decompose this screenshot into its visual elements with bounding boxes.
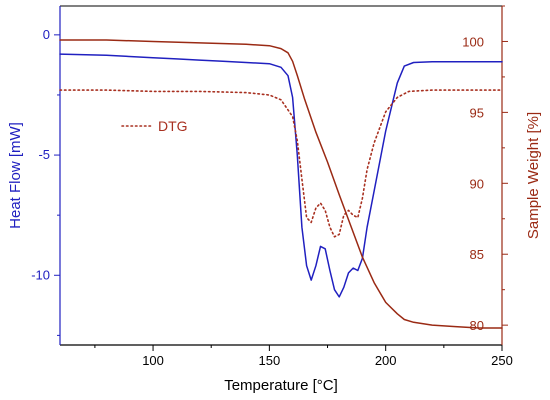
- series-line-sample-weight: [59, 39, 503, 329]
- right-y-axis-title: Sample Weight [%]: [525, 112, 542, 239]
- left-y-tick-label: 0: [43, 27, 50, 42]
- right-y-tick-label: 95: [470, 105, 484, 120]
- right-y-tick-label: 100: [462, 34, 484, 49]
- series-line-dtg: [59, 89, 503, 238]
- x-tick-label: 200: [375, 353, 397, 368]
- left-y-tick-label: -5: [38, 147, 50, 162]
- x-tick-label: 250: [491, 353, 513, 368]
- x-tick-label: 100: [142, 353, 164, 368]
- series-line-heat-flow: [59, 53, 503, 298]
- right-y-tick-label: 80: [470, 318, 484, 333]
- x-axis-title: Temperature [°C]: [224, 377, 338, 394]
- legend-dtg-label: DTG: [158, 118, 188, 134]
- right-y-tick-label: 90: [470, 176, 484, 191]
- left-y-tick-label: -10: [31, 267, 50, 282]
- right-y-tick-label: 85: [470, 247, 484, 262]
- x-tick-label: 150: [259, 353, 281, 368]
- left-y-axis-title: Heat Flow [mW]: [7, 122, 24, 229]
